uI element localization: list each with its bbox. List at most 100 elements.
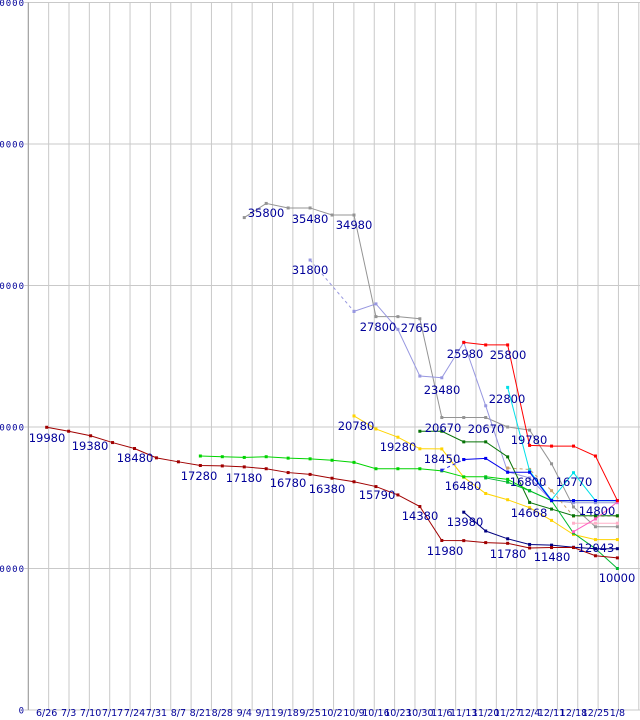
data-point-marker bbox=[462, 475, 466, 479]
data-label-gray: 19780 bbox=[511, 433, 548, 447]
series-pink bbox=[572, 521, 619, 525]
data-point-marker bbox=[440, 468, 444, 472]
data-label-dark-red: 16380 bbox=[309, 482, 346, 496]
data-label-dark-red: 18480 bbox=[117, 451, 154, 465]
data-point-marker bbox=[462, 416, 466, 420]
data-point-marker bbox=[593, 514, 597, 518]
x-tick-label: 11/20 bbox=[472, 708, 499, 719]
data-point-marker bbox=[484, 529, 488, 533]
data-label-blue: 14800 bbox=[579, 504, 616, 518]
data-label-navy: 13980 bbox=[447, 515, 484, 529]
data-point-marker bbox=[264, 455, 268, 459]
data-point-marker bbox=[440, 447, 444, 451]
x-tick-label: 12/4 bbox=[519, 708, 540, 719]
data-label-gray: 35480 bbox=[292, 212, 329, 226]
data-label-yellow: 20780 bbox=[338, 419, 375, 433]
data-point-marker bbox=[462, 440, 466, 444]
x-tick-label: 11/27 bbox=[494, 708, 521, 719]
x-tick-label: 8/21 bbox=[190, 708, 211, 719]
data-point-marker bbox=[572, 514, 575, 518]
data-point-marker bbox=[484, 541, 488, 545]
data-point-marker bbox=[484, 404, 488, 408]
data-point-marker bbox=[352, 460, 356, 464]
data-point-marker bbox=[264, 201, 268, 205]
data-point-marker bbox=[615, 525, 619, 529]
data-label-cyan: 22800 bbox=[489, 392, 526, 406]
x-tick-label: 7/17 bbox=[102, 708, 123, 719]
series-dark-red bbox=[45, 425, 619, 560]
data-point-marker bbox=[484, 343, 488, 347]
x-tick-label: 7/3 bbox=[61, 708, 76, 719]
data-point-marker bbox=[308, 258, 312, 262]
data-point-marker bbox=[615, 499, 619, 503]
data-point-marker bbox=[396, 435, 400, 439]
data-label-dark-red: 11780 bbox=[490, 547, 527, 561]
data-point-marker bbox=[528, 470, 532, 474]
x-tick-label: 8/7 bbox=[171, 708, 186, 719]
x-tick-label: 9/25 bbox=[299, 708, 320, 719]
data-point-marker bbox=[220, 464, 224, 468]
data-point-marker bbox=[308, 472, 312, 476]
series-dark-green bbox=[418, 429, 619, 518]
data-point-marker bbox=[593, 517, 597, 521]
data-label-dark-red: 15790 bbox=[359, 488, 396, 502]
data-point-marker bbox=[615, 567, 619, 570]
data-point-marker bbox=[593, 547, 597, 551]
y-tick-label: 0 bbox=[19, 707, 25, 717]
data-point-marker bbox=[67, 429, 71, 433]
data-point-marker bbox=[550, 507, 554, 511]
series-line-red bbox=[463, 341, 618, 501]
data-point-marker bbox=[308, 457, 312, 461]
data-label-yellow: 18450 bbox=[424, 452, 461, 466]
y-axis-labels: 0 10000 20000 30000 40000 50000 bbox=[0, 0, 25, 717]
data-point-marker bbox=[550, 489, 554, 493]
data-point-marker bbox=[528, 500, 532, 504]
data-point-marker bbox=[528, 489, 532, 493]
data-point-marker bbox=[374, 302, 378, 306]
x-tick-label: 10/2 bbox=[321, 708, 342, 719]
data-point-marker bbox=[615, 547, 619, 551]
data-point-marker bbox=[528, 546, 532, 550]
data-point-marker bbox=[506, 498, 510, 502]
data-label-violet: 23480 bbox=[424, 383, 461, 397]
data-point-marker bbox=[330, 213, 334, 217]
x-tick-label: 1/8 bbox=[610, 708, 625, 719]
y-tick-label: 40000 bbox=[0, 141, 25, 151]
data-point-marker bbox=[242, 216, 246, 220]
data-point-marker bbox=[440, 429, 444, 433]
data-point-marker bbox=[45, 425, 49, 429]
series-line-violet-dashed bbox=[309, 259, 355, 312]
x-tick-label: 10/16 bbox=[362, 708, 389, 719]
data-point-marker bbox=[572, 444, 575, 448]
data-point-marker bbox=[462, 510, 466, 514]
data-label-dark-red: 17180 bbox=[226, 471, 263, 485]
data-label-dark-red: 19380 bbox=[72, 439, 109, 453]
data-point-marker bbox=[418, 467, 422, 471]
data-point-marker bbox=[418, 447, 422, 451]
data-point-marker bbox=[506, 466, 510, 470]
data-label-bright-green: 16480 bbox=[445, 479, 482, 493]
data-point-marker bbox=[198, 463, 202, 467]
data-label-violet: 31800 bbox=[292, 263, 329, 277]
data-point-marker bbox=[550, 543, 554, 547]
data-point-marker bbox=[242, 455, 246, 459]
x-tick-label: 10/23 bbox=[384, 708, 411, 719]
x-tick-label: 11/6 bbox=[431, 708, 452, 719]
series-blue bbox=[462, 456, 619, 503]
data-point-marker bbox=[506, 537, 510, 541]
data-point-marker bbox=[374, 427, 378, 431]
x-tick-label: 12/25 bbox=[582, 708, 609, 719]
data-point-marker bbox=[286, 206, 290, 210]
data-label-dark-red: 14380 bbox=[402, 509, 439, 523]
data-label-dark-red: 16780 bbox=[270, 476, 307, 490]
x-tick-label: 6/26 bbox=[36, 708, 57, 719]
data-point-marker bbox=[374, 315, 378, 319]
data-point-marker bbox=[550, 462, 554, 466]
x-tick-label: 10/9 bbox=[343, 708, 364, 719]
data-label-gray: 20670 bbox=[425, 421, 462, 435]
data-label-gray: 35800 bbox=[248, 206, 285, 220]
data-label-yellow: 12043 bbox=[578, 541, 615, 555]
data-point-marker bbox=[418, 505, 422, 509]
